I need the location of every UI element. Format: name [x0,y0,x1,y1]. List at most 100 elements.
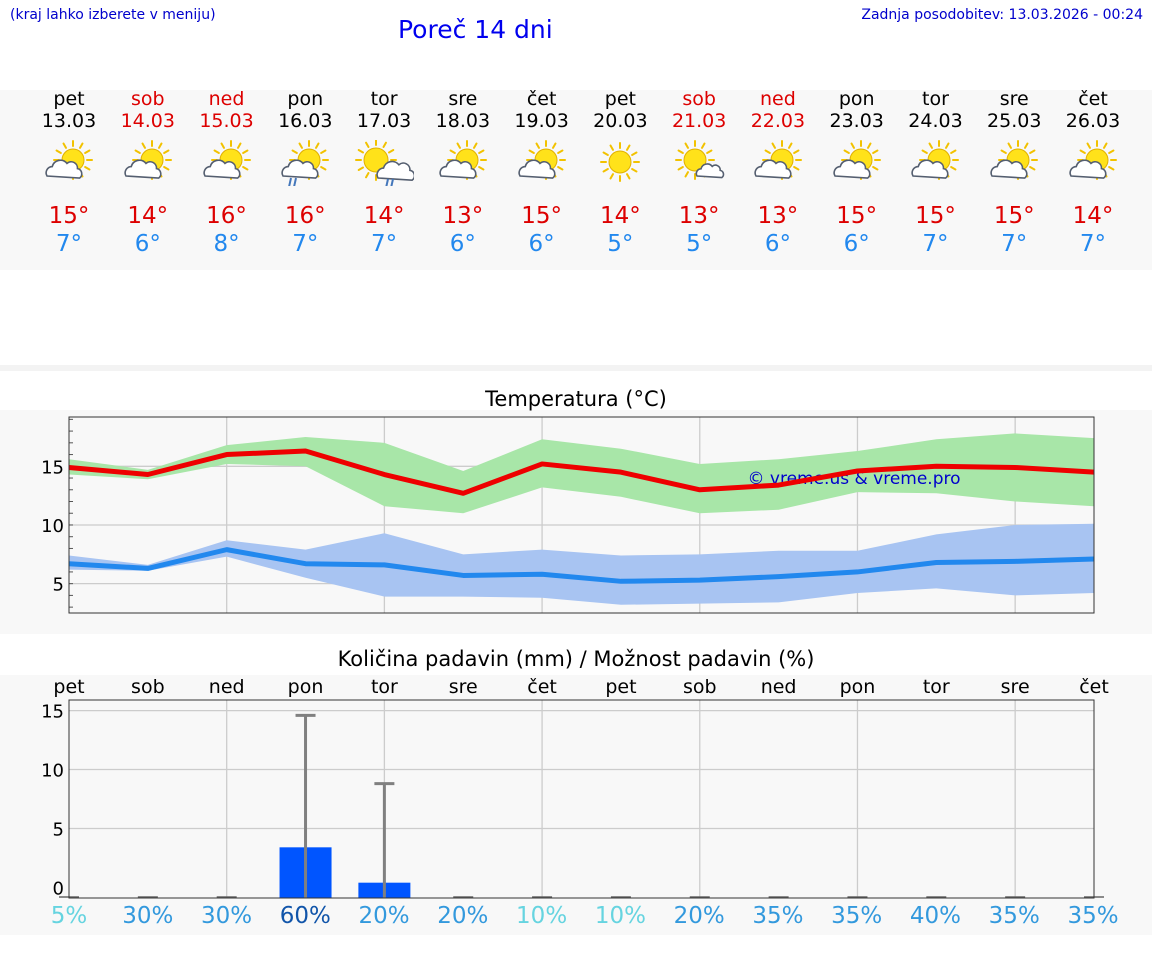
min-temp: 5° [607,231,634,257]
max-temp: 15° [836,203,878,229]
day-date: 20.03 [593,110,648,132]
day-date: 14.03 [120,110,175,132]
max-temp: 13° [757,203,799,229]
y-tick-label: 10 [41,761,64,782]
precip-probability: 35% [752,903,804,929]
day-name: pet [604,88,636,110]
day-name: ned [760,88,796,110]
min-range-band [69,523,1094,605]
x-tick-label: ned [209,676,245,698]
watermark: © vreme.us & vreme.pro [747,469,960,489]
cloud-shape [911,159,950,179]
max-temp: 15° [48,203,90,229]
cloud-shape [695,163,725,179]
y-tick-label: 15 [41,457,64,478]
max-temp: 14° [1072,203,1114,229]
x-tick-label: tor [923,676,950,698]
precip-probability: 35% [988,903,1040,929]
day-column: ned 22.03 13° 6° [738,88,818,258]
sun-cloud-icon [517,140,566,180]
day-name: tor [370,88,398,110]
x-tick-label: čet [1079,676,1109,698]
min-temp: 7° [292,231,319,257]
sun-cloud-rain-icon [281,140,330,186]
precip-probability: 20% [673,903,725,929]
sun-small-cloud-icon [675,140,725,180]
cloud-shape [124,159,162,179]
cloud-shape [833,159,871,179]
precip-probability: 10% [516,903,568,929]
sun-cloud-icon [833,140,881,180]
cloud-shape [439,159,477,179]
day-name: čet [526,88,557,110]
x-tick-label: sob [683,676,717,698]
cloud-shape [45,159,83,179]
day-column: pon 23.03 15° 6° [817,88,897,258]
day-column: pet 13.03 15° 7° [29,88,109,258]
cloud-shape [202,159,241,179]
x-tick-label: sre [449,676,478,698]
sun-cloud-icon [45,140,93,180]
cloud-shape [1069,159,1107,179]
max-temp: 14° [127,203,169,229]
temperature-chart-title: Temperatura (°C) [485,387,667,411]
raindrop [390,178,395,186]
precip-probability: 20% [358,903,410,929]
y-tick-label: 5 [53,575,64,596]
x-tick-label: pon [288,676,324,698]
y-tick-label: 15 [41,702,64,723]
x-tick-label: pon [840,676,876,698]
min-temp: 6° [843,231,870,257]
y-tick-label: 10 [41,516,64,537]
precipitation-chart-title: Količina padavin (mm) / Možnost padavin … [337,647,815,671]
min-temp-line [68,547,1095,584]
day-date: 22.03 [750,110,806,132]
cloud-shape [754,159,792,179]
max-temp: 15° [915,203,956,229]
max-range-band [69,433,1094,514]
max-temp: 13° [678,203,720,229]
x-tick-label: čet [527,676,557,698]
day-date: 26.03 [1065,110,1121,132]
location-hint: (kraj lahko izberete v meniju) [10,7,216,23]
sun-shape [675,140,716,180]
plot-border [68,699,1095,899]
raindrop [385,178,390,186]
day-column: čet 19.03 15° 6° [502,88,582,258]
precip-probability: 20% [437,903,489,929]
min-temp: 7° [922,231,949,257]
day-name: sre [448,88,478,110]
day-date: 19.03 [514,110,569,132]
sun-cloud-icon [754,140,802,180]
sun-cloud-icon [990,140,1039,180]
raindrop [288,177,293,186]
cloud-shape [376,160,415,182]
day-name: sre [999,88,1029,110]
max-temp: 16° [284,203,326,229]
precip-probability: 35% [1067,903,1119,929]
min-temp: 8° [213,231,240,257]
day-name: pet [53,88,85,110]
day-date: 15.03 [199,110,254,132]
y-tick-label: 5 [53,819,64,840]
min-temp: 7° [371,231,398,257]
day-column: sob 21.03 13° 5° [659,88,739,258]
temperature-chart: 5 10 15 © vreme.us & vreme.pro [41,416,1095,614]
precipitation-chart: 0 5 10 15 pet sob ned pon tor sre čet pet sob ned pon t… [41,676,1109,899]
max-temp: 15° [993,203,1035,229]
sun-cloud-icon [1069,140,1117,180]
cloud-shape [990,159,1028,179]
sun-cloud-icon [202,140,251,180]
max-temp: 14° [599,203,641,229]
day-date: 13.03 [41,110,97,132]
day-name: sob [130,88,165,110]
precip-probability: 5% [50,903,88,929]
cloud-shape [517,159,556,179]
day-column: sre 18.03 13° 6° [423,88,503,258]
day-date: 23.03 [829,110,884,132]
min-temp: 6° [449,231,476,257]
day-column: pon 16.03 16° 7° [265,88,345,258]
sun-cloud-icon [439,140,487,180]
day-date: 25.03 [987,110,1042,132]
day-date: 18.03 [435,110,491,132]
